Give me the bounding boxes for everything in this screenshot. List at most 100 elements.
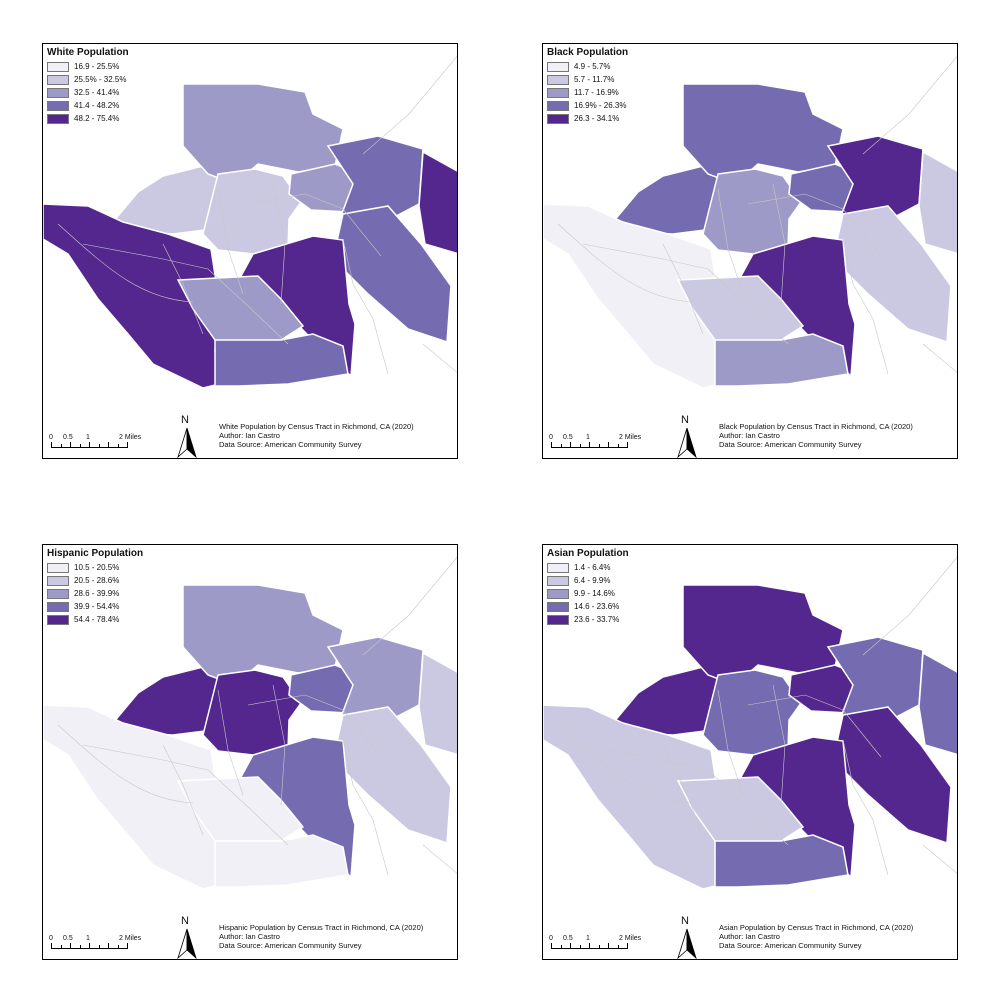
road-line — [772, 183, 786, 305]
scale-tick — [618, 444, 619, 448]
north-arrow-icon — [177, 427, 197, 458]
caption-title: Hispanic Population by Census Tract in R… — [219, 923, 424, 932]
legend-class-1: 10.5 - 20.5% — [47, 561, 143, 574]
road-line — [717, 689, 744, 796]
census-tract-south_large — [714, 834, 849, 888]
census-tract-ne_mid — [826, 636, 924, 726]
legend-swatch — [547, 87, 569, 98]
scale-tick — [99, 945, 100, 949]
legend-label: 16.9 - 25.5% — [74, 62, 120, 71]
scale-label-0: 0 — [49, 935, 53, 942]
scale-label-2-miles: 2 Miles — [619, 434, 642, 441]
north-arrow-icon — [677, 427, 697, 458]
legend-label: 32.5 - 41.4% — [74, 88, 120, 97]
scale-tick — [627, 442, 628, 448]
legend-swatch — [547, 588, 569, 599]
legend-class-1: 4.9 - 5.7% — [547, 60, 628, 73]
scale-tick — [599, 444, 600, 448]
scale-label-half: 0.5 — [563, 434, 573, 441]
road-line — [862, 55, 957, 155]
scale-tick — [580, 444, 581, 448]
road-line — [272, 684, 286, 806]
scale-tick — [570, 943, 571, 949]
legend-label: 14.6 - 23.6% — [574, 602, 620, 611]
census-tract-south_large — [714, 333, 849, 387]
census-tract-center — [702, 669, 802, 756]
road-line — [82, 744, 289, 846]
scale-tick — [80, 945, 81, 949]
caption-source: Data Source: American Community Survey — [719, 440, 862, 449]
road-line — [557, 724, 694, 804]
scale-tick — [561, 945, 562, 949]
legend-swatch — [47, 601, 69, 612]
scale-tick — [580, 945, 581, 949]
road-line — [662, 744, 704, 836]
road-line — [422, 844, 457, 874]
scale-tick — [127, 442, 128, 448]
legend-label: 5.7 - 11.7% — [574, 75, 615, 84]
legend-class-2: 5.7 - 11.7% — [547, 73, 628, 86]
road-line — [162, 744, 204, 836]
hispanic-population-map-panel: Hispanic Population 10.5 - 20.5% 20.5 - … — [42, 544, 458, 960]
scale-bar: 0 0.5 1 2 Miles — [549, 935, 669, 955]
scale-label-half: 0.5 — [63, 434, 73, 441]
legend-label: 6.4 - 9.9% — [574, 576, 611, 585]
scale-bar: 0 0.5 1 2 Miles — [549, 434, 669, 454]
scale-tick — [627, 943, 628, 949]
white-population-map-panel: White Population 16.9 - 25.5% 25.5% - 32… — [42, 43, 458, 459]
road-line — [362, 55, 457, 155]
scale-tick — [589, 442, 590, 448]
scale-bar: 0 0.5 1 2 Miles — [49, 434, 169, 454]
road-line — [922, 343, 957, 373]
scale-tick — [608, 943, 609, 949]
legend-label: 10.5 - 20.5% — [74, 563, 120, 572]
map-legend: Black Population 4.9 - 5.7% 5.7 - 11.7% … — [547, 47, 628, 125]
legend-class-2: 25.5% - 32.5% — [47, 73, 129, 86]
legend-swatch — [547, 113, 569, 124]
scale-label-2-miles: 2 Miles — [119, 935, 142, 942]
legend-class-4: 41.4 - 48.2% — [47, 99, 129, 112]
road-line — [247, 694, 382, 758]
legend-class-4: 14.6 - 23.6% — [547, 600, 629, 613]
legend-label: 9.9 - 14.6% — [574, 589, 615, 598]
road-line — [342, 238, 389, 375]
scale-tick — [599, 945, 600, 949]
census-tract-ne_mid — [326, 135, 424, 225]
north-arrow: N — [677, 414, 701, 458]
scale-tick — [551, 943, 552, 949]
scale-tick — [61, 444, 62, 448]
legend-swatch — [547, 614, 569, 625]
legend-label: 23.6 - 33.7% — [574, 615, 620, 624]
road-line — [342, 739, 389, 876]
caption-title: Asian Population by Census Tract in Rich… — [719, 923, 914, 932]
legend-swatch — [547, 100, 569, 111]
census-tract-far_east — [918, 150, 957, 255]
scale-tick — [108, 943, 109, 949]
road-line — [747, 193, 882, 257]
scale-label-half: 0.5 — [63, 935, 73, 942]
legend-class-3: 11.7 - 16.9% — [547, 86, 628, 99]
legend-label: 1.4 - 6.4% — [574, 563, 611, 572]
north-label: N — [181, 414, 189, 426]
census-tract-south_large — [214, 834, 349, 888]
road-line — [862, 556, 957, 656]
road-line — [217, 689, 244, 796]
black-population-map — [543, 55, 957, 389]
scale-tick — [51, 943, 52, 949]
legend-class-5: 48.2 - 75.4% — [47, 112, 129, 125]
legend-label: 26.3 - 34.1% — [574, 114, 620, 123]
scale-tick — [551, 442, 552, 448]
legend-class-4: 39.9 - 54.4% — [47, 600, 143, 613]
scale-label-1: 1 — [86, 935, 90, 942]
scale-tick — [80, 444, 81, 448]
legend-class-2: 6.4 - 9.9% — [547, 574, 629, 587]
road-line — [57, 724, 194, 804]
map-caption: Hispanic Population by Census Tract in R… — [219, 923, 423, 950]
census-tract-center — [202, 168, 302, 255]
road-line — [247, 193, 382, 257]
legend-title: Black Population — [547, 47, 629, 58]
north-arrow-icon — [677, 928, 697, 959]
north-arrow: N — [177, 414, 201, 458]
road-line — [82, 243, 289, 345]
north-label: N — [681, 915, 689, 927]
